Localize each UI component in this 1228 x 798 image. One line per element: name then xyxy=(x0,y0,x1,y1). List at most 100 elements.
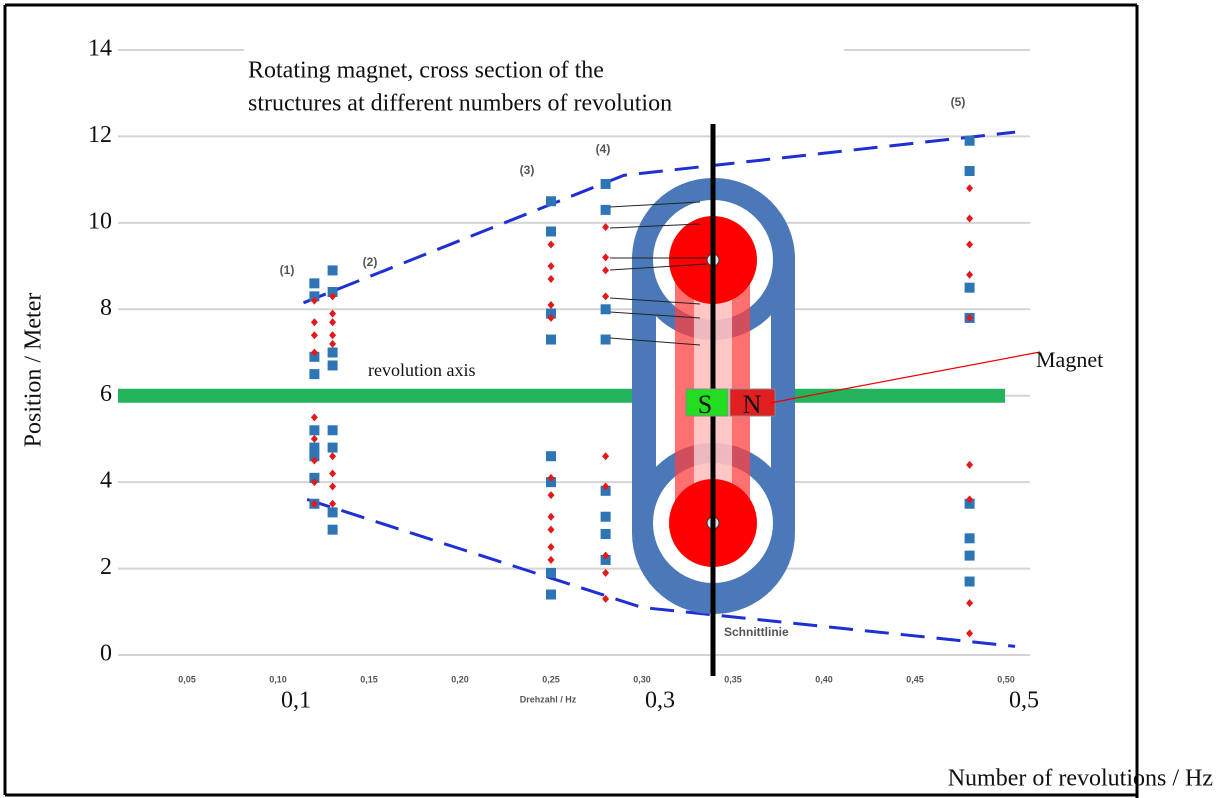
diamond-point xyxy=(602,223,610,232)
diamond-point xyxy=(329,452,337,461)
magnet-label: Magnet xyxy=(1036,347,1103,372)
diamond-point xyxy=(602,452,610,461)
square-point xyxy=(309,351,320,362)
diamond-point xyxy=(602,253,610,262)
diamond-point xyxy=(329,292,337,301)
square-point xyxy=(964,550,975,561)
diamond-point xyxy=(329,499,337,508)
y-tick-label: 4 xyxy=(100,468,112,494)
x-axis-label-small: Drehzahl / Hz xyxy=(520,694,577,704)
cut-line-label: Schnittlinie xyxy=(724,625,789,639)
points xyxy=(309,135,975,638)
diamond-point xyxy=(966,599,974,608)
square-point xyxy=(309,369,320,380)
major-x-tick-label: 0,5 xyxy=(1009,688,1039,714)
diamond-point xyxy=(602,482,610,491)
x-tick-label: 0,15 xyxy=(360,674,378,684)
square-point xyxy=(546,334,556,345)
square-point xyxy=(546,477,556,488)
x-tick-label: 0,30 xyxy=(633,674,651,684)
diamond-point xyxy=(329,318,337,327)
diamond-point xyxy=(966,184,974,193)
diamond-point xyxy=(602,551,610,560)
diamond-point xyxy=(329,331,337,340)
square-point xyxy=(964,135,975,146)
square-point xyxy=(309,442,320,453)
diamond-point xyxy=(547,300,555,309)
square-point xyxy=(546,451,556,462)
diamond-point xyxy=(602,594,610,603)
square-point xyxy=(546,589,556,600)
diamond-point xyxy=(966,460,974,469)
major-x-tick-label: 0,3 xyxy=(645,688,675,714)
diamond-point xyxy=(329,309,337,318)
diamond-point xyxy=(547,512,555,521)
x-axis-label: Number of revolutions / Hz xyxy=(948,766,1213,792)
diamond-point xyxy=(547,262,555,271)
diamond-point xyxy=(310,348,318,357)
magnet-north: N xyxy=(743,390,762,419)
frame xyxy=(3,3,1139,798)
diamond-point xyxy=(547,473,555,482)
diamond-point xyxy=(310,434,318,443)
labels: 0 2 4 6 8 10 12 14 0,05 0,10 0,15 0,20 0,25 0,30 0,35 0… xyxy=(21,36,1214,792)
x-tick-label: 0,40 xyxy=(815,674,833,684)
diamond-point xyxy=(310,296,318,305)
chart-title: Rotating magnet, cross section of the xyxy=(248,58,604,84)
group-annotation: (1) xyxy=(280,263,295,277)
diamond-point xyxy=(329,482,337,491)
diamond-point xyxy=(547,313,555,322)
diamond-point xyxy=(310,478,318,487)
group-annotation: (5) xyxy=(951,95,966,109)
diamond-point xyxy=(966,214,974,223)
diamond-point xyxy=(310,499,318,508)
y-axis-label: Position / Meter xyxy=(21,293,47,448)
group-annotation: (2) xyxy=(363,255,378,269)
x-tick-label: 0,35 xyxy=(724,674,742,684)
x-tick-label: 0,45 xyxy=(906,674,924,684)
envelope-line xyxy=(306,498,1016,648)
chart-title: structures at different numbers of revol… xyxy=(248,91,672,117)
diamond-point xyxy=(547,542,555,551)
square-point xyxy=(600,554,611,565)
square-point xyxy=(546,226,556,237)
diamond-point xyxy=(966,629,974,638)
square-point xyxy=(546,308,556,319)
square-point xyxy=(327,524,338,535)
major-x-tick-label: 0,1 xyxy=(281,688,311,714)
square-point xyxy=(964,533,975,544)
x-tick-label: 0,50 xyxy=(997,674,1015,684)
square-point xyxy=(600,511,611,522)
square-point xyxy=(600,334,611,345)
square-point xyxy=(309,291,320,302)
square-point xyxy=(964,576,975,587)
square-point xyxy=(309,451,320,462)
square-point xyxy=(327,425,338,436)
square-point xyxy=(546,567,556,578)
magnet-south: S xyxy=(698,390,712,419)
diamond-point xyxy=(310,331,318,340)
diamond-point xyxy=(310,456,318,465)
diamond-point xyxy=(547,275,555,284)
square-point xyxy=(309,472,320,483)
diamond-point xyxy=(966,240,974,249)
square-point xyxy=(327,507,338,518)
x-tick-label: 0,10 xyxy=(269,674,287,684)
envelope-line xyxy=(302,130,1016,305)
square-point xyxy=(309,425,320,436)
magnet-diagram xyxy=(609,122,1041,676)
diamond-point xyxy=(602,292,610,301)
diamond-point xyxy=(602,568,610,577)
square-point xyxy=(600,529,611,539)
square-point xyxy=(964,498,975,509)
diamond-point xyxy=(966,495,974,504)
y-tick-label: 8 xyxy=(100,295,112,321)
y-tick-label: 0 xyxy=(100,641,112,667)
diamond-point xyxy=(966,270,974,279)
diamond-point xyxy=(547,491,555,500)
square-point xyxy=(327,360,338,371)
square-point xyxy=(327,265,338,276)
diamond-point xyxy=(547,525,555,534)
y-tick-label: 6 xyxy=(100,381,112,407)
